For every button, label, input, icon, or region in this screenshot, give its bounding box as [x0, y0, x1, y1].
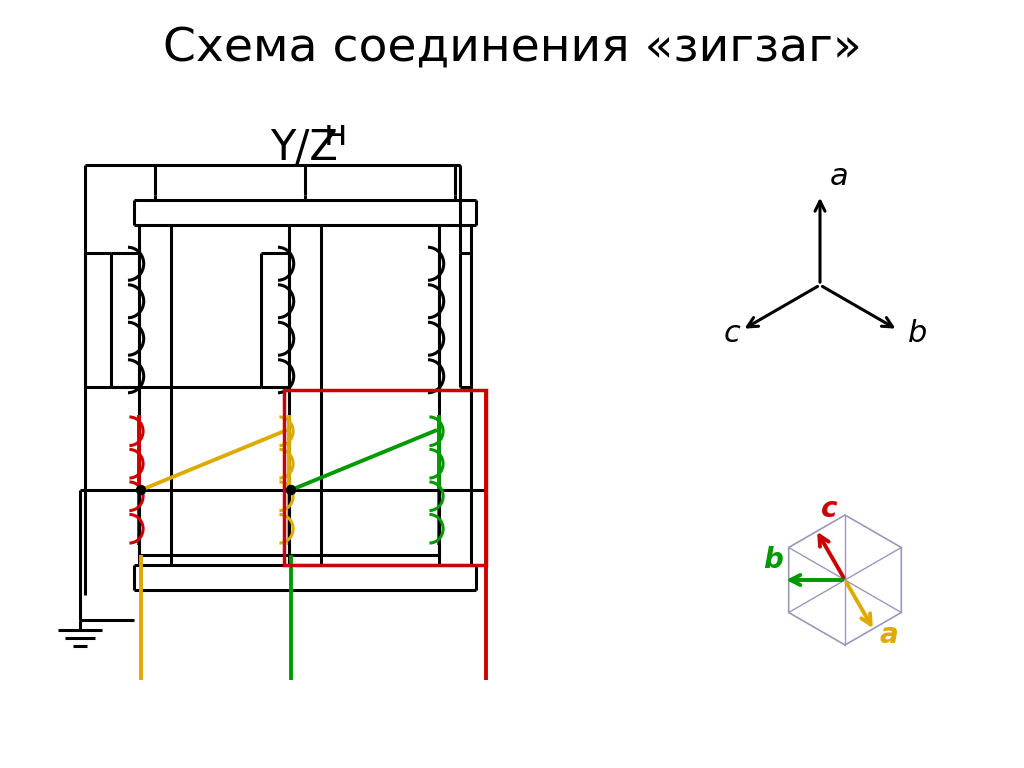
Circle shape: [287, 485, 296, 495]
Text: a: a: [830, 162, 849, 191]
Text: b: b: [908, 319, 928, 348]
Text: a: a: [880, 621, 898, 649]
Text: c: c: [724, 319, 740, 348]
Text: c: c: [821, 495, 838, 523]
Bar: [284, 390, 486, 565]
Circle shape: [136, 485, 145, 495]
Text: Y/Z: Y/Z: [270, 127, 338, 169]
Text: н: н: [324, 118, 347, 152]
Text: b: b: [763, 546, 783, 574]
Text: Схема соединения «зигзаг»: Схема соединения «зигзаг»: [163, 25, 861, 71]
